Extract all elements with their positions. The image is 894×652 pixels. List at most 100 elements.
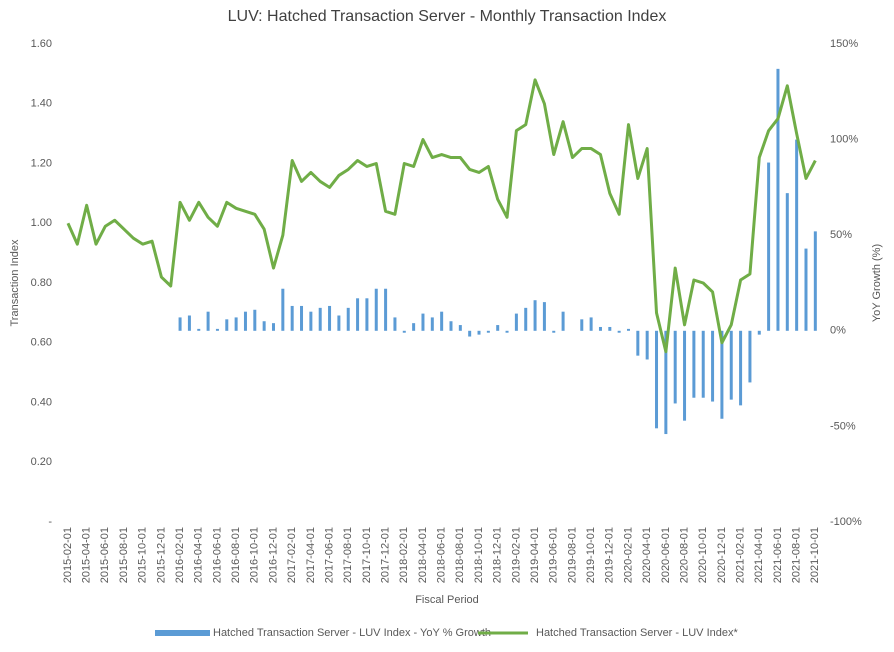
bar bbox=[449, 321, 453, 331]
bar bbox=[365, 298, 369, 331]
bar bbox=[206, 311, 210, 331]
bar bbox=[318, 307, 322, 331]
x-tick-label: 2020-06-01 bbox=[660, 527, 672, 583]
bar bbox=[262, 321, 266, 331]
y-tick-label: 1.60 bbox=[31, 38, 52, 50]
bar bbox=[468, 330, 472, 337]
bar bbox=[664, 330, 668, 435]
bar bbox=[580, 319, 584, 331]
x-tick-label: 2015-10-01 bbox=[137, 527, 149, 583]
x-tick-label: 2018-08-01 bbox=[454, 527, 466, 583]
x-tick-label: 2016-02-01 bbox=[174, 527, 186, 583]
x-tick-label: 2019-08-01 bbox=[566, 527, 578, 583]
bar bbox=[412, 323, 416, 331]
bar bbox=[589, 317, 593, 331]
bar bbox=[328, 305, 332, 331]
x-tick-label: 2015-02-01 bbox=[62, 527, 74, 583]
bar bbox=[561, 311, 565, 331]
bar bbox=[477, 330, 481, 335]
y-tick-label: 0.60 bbox=[31, 337, 52, 349]
bar bbox=[720, 330, 724, 419]
legend-label: Hatched Transaction Server - LUV Index* bbox=[536, 627, 738, 639]
x-tick-label: 2016-10-01 bbox=[249, 527, 261, 583]
bar bbox=[309, 311, 313, 331]
bar bbox=[178, 317, 182, 331]
x-tick-label: 2015-08-01 bbox=[118, 527, 130, 583]
bar bbox=[374, 288, 378, 331]
x-tick-label: 2018-06-01 bbox=[436, 527, 448, 583]
x-tick-label: 2017-10-01 bbox=[361, 527, 373, 583]
y2-tick-label: -100% bbox=[830, 516, 862, 528]
y2-tick-label: 150% bbox=[830, 38, 858, 50]
y-tick-label: 1.40 bbox=[31, 98, 52, 110]
x-tick-label: 2018-12-01 bbox=[492, 527, 504, 583]
x-tick-label: 2019-04-01 bbox=[529, 527, 541, 583]
bar bbox=[598, 326, 602, 331]
x-tick-label: 2017-04-01 bbox=[305, 527, 317, 583]
bar bbox=[421, 313, 425, 331]
bar bbox=[486, 330, 490, 333]
x-tick-label: 2015-04-01 bbox=[81, 527, 93, 583]
y2-axis-title: YoY Growth (%) bbox=[871, 244, 883, 322]
bar bbox=[795, 139, 799, 331]
x-tick-label: 2017-02-01 bbox=[286, 527, 298, 583]
x-tick-label: 2017-06-01 bbox=[323, 527, 335, 583]
bar bbox=[552, 330, 556, 333]
x-tick-label: 2015-12-01 bbox=[155, 527, 167, 583]
bar bbox=[458, 325, 462, 331]
x-tick-label: 2021-08-01 bbox=[791, 527, 803, 583]
bar bbox=[514, 313, 518, 331]
y-tick-label: 0.40 bbox=[31, 396, 52, 408]
x-tick-label: 2018-04-01 bbox=[417, 527, 429, 583]
x-tick-label: 2019-06-01 bbox=[548, 527, 560, 583]
x-tick-label: 2019-02-01 bbox=[510, 527, 522, 583]
x-tick-label: 2016-04-01 bbox=[193, 527, 205, 583]
y-tick-label: 1.20 bbox=[31, 157, 52, 169]
bar bbox=[767, 162, 771, 331]
bar bbox=[524, 307, 528, 331]
y-tick-label: - bbox=[48, 516, 52, 528]
bar bbox=[804, 248, 808, 331]
y-tick-label: 0.80 bbox=[31, 277, 52, 289]
x-tick-label: 2016-06-01 bbox=[211, 527, 223, 583]
chart-title: LUV: Hatched Transaction Server - Monthl… bbox=[228, 8, 667, 25]
bar bbox=[402, 330, 406, 333]
x-tick-label: 2021-10-01 bbox=[809, 527, 821, 583]
bar bbox=[683, 330, 687, 421]
bar bbox=[739, 330, 743, 406]
bar bbox=[243, 311, 247, 331]
y-tick-label: 0.20 bbox=[31, 456, 52, 468]
legend-swatch bbox=[155, 630, 210, 636]
y-tick-label: 1.00 bbox=[31, 217, 52, 229]
y2-tick-label: 0% bbox=[830, 325, 846, 337]
x-tick-label: 2021-04-01 bbox=[753, 527, 765, 583]
bar bbox=[253, 309, 257, 331]
bar bbox=[813, 231, 817, 331]
bar bbox=[346, 307, 350, 331]
bar bbox=[748, 330, 752, 383]
y2-tick-label: 50% bbox=[830, 229, 852, 241]
bar bbox=[281, 288, 285, 331]
bar bbox=[440, 311, 444, 331]
x-tick-label: 2018-02-01 bbox=[398, 527, 410, 583]
x-axis-title: Fiscal Period bbox=[415, 594, 479, 606]
bar bbox=[300, 305, 304, 331]
bar bbox=[215, 328, 219, 331]
bar bbox=[197, 328, 201, 331]
bar bbox=[776, 68, 780, 331]
bar bbox=[673, 330, 677, 404]
x-tick-label: 2016-08-01 bbox=[230, 527, 242, 583]
bar bbox=[729, 330, 733, 400]
bar bbox=[356, 298, 360, 331]
bar bbox=[430, 317, 434, 331]
bar bbox=[636, 330, 640, 356]
x-tick-label: 2016-12-01 bbox=[267, 527, 279, 583]
bar bbox=[337, 315, 341, 331]
bar bbox=[384, 288, 388, 331]
line bbox=[66, 78, 817, 354]
bar bbox=[505, 330, 509, 333]
x-tick-label: 2020-12-01 bbox=[716, 527, 728, 583]
bar bbox=[271, 323, 275, 331]
x-tick-label: 2018-10-01 bbox=[473, 527, 485, 583]
